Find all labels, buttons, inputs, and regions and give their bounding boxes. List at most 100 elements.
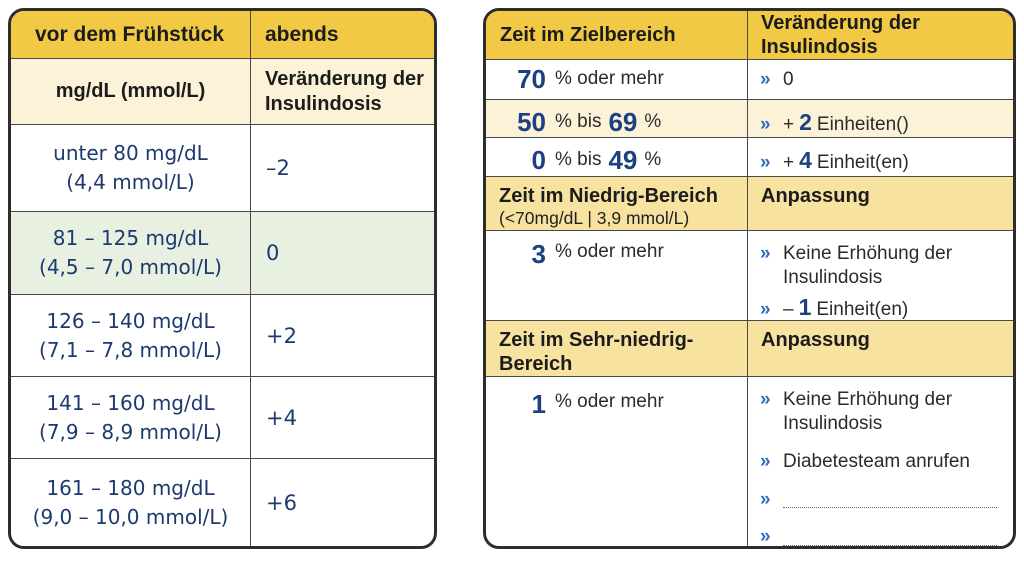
range-line1: 126 – 140 mg/dL	[46, 308, 215, 333]
low-range-section-header: Zeit im Niedrig-Bereich (<70mg/dL | 3,9 …	[486, 175, 1013, 230]
header-insulin-change: Veränderung der Insulindosis	[747, 11, 1013, 59]
double-chevron-icon: »	[760, 69, 771, 90]
action-text: Diabetesteam anrufen	[783, 450, 970, 472]
percent-value: 3	[531, 238, 546, 269]
dose-change-value: 0	[250, 212, 434, 294]
table-row-target-highlight: 81 – 125 mg/dL (4,5 – 7,0 mmol/L) 0	[11, 211, 434, 294]
range-line2: (4,4 mmol/L)	[66, 170, 195, 194]
double-chevron-icon: »	[760, 298, 771, 320]
tir-percentage: 50 % bis 69 %	[486, 100, 747, 144]
units-label: Einheit(en)	[816, 151, 909, 173]
action-entry: » Diabetesteam anrufen	[760, 450, 1005, 475]
header-zeit-im-zielbereich: Zeit im Zielbereich	[500, 24, 676, 46]
dose-change-value: –2	[250, 125, 434, 211]
action-entry: » +4 Einheit(en)	[760, 146, 1005, 176]
dose-action: » Keine Erhöhung der Insulindosis » –1 Ei…	[747, 230, 1013, 329]
double-chevron-icon: »	[760, 151, 771, 173]
tir-row-50-69: 50 % bis 69 % » +2 Einheiten()	[486, 98, 1013, 144]
tir-percentage: 0 % bis 49 %	[486, 138, 747, 182]
units-label: Einheit(en)	[816, 298, 909, 320]
percent-sign: %	[644, 110, 662, 132]
morning-glucose-table: vor dem Frühstück abends mg/dL (mmol/L) …	[8, 8, 437, 549]
tir-percentage: 3 % oder mehr	[486, 231, 747, 329]
percent-label: % oder mehr	[555, 240, 664, 262]
subheader-units: mg/dL (mmol/L)	[55, 80, 206, 102]
section-title: Zeit im Sehr-niedrig-Bereich	[499, 328, 694, 375]
units-label: Einheiten()	[816, 113, 909, 135]
action-entry-blank: »	[760, 525, 1005, 548]
table-row: 161 – 180 mg/dL (9,0 – 10,0 mmol/L) +6	[11, 458, 434, 546]
percent-label: % oder mehr	[555, 68, 664, 90]
plus-sign: +	[783, 113, 795, 135]
action-text: +4 Einheit(en)	[783, 146, 1005, 176]
tir-percentage: 70 % oder mehr	[486, 60, 747, 99]
tir-row-70: 70 % oder mehr » 0	[486, 59, 1013, 99]
time-in-range-table: Zeit im Zielbereich Veränderung der Insu…	[483, 8, 1016, 549]
action-entry: » Keine Erhöhung der Insulindosis	[760, 388, 1005, 437]
action-text: +2 Einheiten()	[783, 108, 1005, 138]
section-action-title-cell: Anpassung	[747, 176, 1013, 230]
range-line1: 161 – 180 mg/dL	[46, 475, 215, 500]
action-text: Keine Erhöhung der Insulindosis	[783, 388, 953, 435]
action-entry-blank: »	[760, 488, 1005, 513]
double-chevron-icon: »	[760, 242, 771, 264]
dose-change-value: +6	[250, 459, 434, 546]
low-range-row: 3 % oder mehr » Keine Erhöhung der Insul…	[486, 229, 1013, 329]
header-vor-dem-fruehstueck: vor dem Frühstück	[35, 22, 225, 46]
percent-value: 0	[531, 144, 546, 175]
percent-value-2: 49	[608, 144, 638, 175]
action-entry: » 0	[760, 68, 1005, 93]
table-row: unter 80 mg/dL (4,4 mmol/L) –2	[11, 124, 434, 211]
percent-value-2: 69	[608, 106, 638, 137]
dose-action: » +2 Einheiten()	[747, 99, 1013, 144]
double-chevron-icon: »	[760, 113, 771, 135]
section-title-cell: Zeit im Niedrig-Bereich (<70mg/dL | 3,9 …	[486, 177, 747, 230]
dose-change-value: +4	[250, 377, 434, 458]
header-abends: abends	[250, 11, 434, 58]
action-entry: » +2 Einheiten()	[760, 108, 1005, 138]
glucose-range: 141 – 160 mg/dL (7,9 – 8,9 mmol/L)	[11, 377, 250, 458]
action-entry: » Keine Erhöhung der Insulindosis	[760, 242, 1005, 291]
range-line1: 141 – 160 mg/dL	[46, 390, 215, 415]
percent-value: 1	[531, 388, 546, 419]
tir-row-0-49: 0 % bis 49 % » +4 Einheit(en)	[486, 136, 1013, 182]
double-chevron-icon: »	[760, 388, 771, 410]
plus-sign: +	[783, 151, 795, 173]
range-line1: 81 – 125 mg/dL	[52, 226, 209, 250]
glucose-range: 126 – 140 mg/dL (7,1 – 7,8 mmol/L)	[11, 295, 250, 376]
units-value: 4	[799, 146, 812, 173]
very-low-range-row: 1 % oder mehr » Keine Erhöhung der Insul…	[486, 375, 1013, 548]
anpassung-label: Anpassung	[761, 328, 870, 351]
dose-change-value: +2	[250, 295, 434, 376]
action-entry: » –1 Einheit(en)	[760, 293, 1005, 323]
minus-sign: –	[783, 298, 794, 320]
left-table-header-row: vor dem Frühstück abends	[11, 11, 434, 58]
section-action-title-cell: Anpassung	[747, 320, 1013, 376]
tir-percentage: 1 % oder mehr	[486, 377, 747, 546]
range-line1: unter 80 mg/dL	[53, 141, 208, 165]
double-chevron-icon: »	[760, 526, 771, 548]
dose-action: » +4 Einheit(en)	[747, 137, 1013, 182]
range-line2: (4,5 – 7,0 mmol/L)	[39, 255, 222, 279]
right-table-header-row: Zeit im Zielbereich Veränderung der Insu…	[486, 11, 1013, 59]
action-text: 0	[783, 69, 794, 90]
range-line2: (7,1 – 7,8 mmol/L)	[39, 337, 222, 362]
percent-value: 50	[517, 106, 546, 137]
percent-sign: %	[644, 148, 662, 170]
left-table-subheader-row: mg/dL (mmol/L) Veränderung der Insulindo…	[11, 58, 434, 124]
glucose-range: 161 – 180 mg/dL (9,0 – 10,0 mmol/L)	[11, 459, 250, 546]
glucose-range: unter 80 mg/dL (4,4 mmol/L)	[11, 125, 250, 211]
fill-in-blank-line	[783, 531, 997, 546]
units-value: 2	[799, 108, 812, 135]
action-text: Keine Erhöhung der Insulindosis	[783, 242, 953, 289]
glucose-range: 81 – 125 mg/dL (4,5 – 7,0 mmol/L)	[11, 212, 250, 294]
section-subtitle: (<70mg/dL | 3,9 mmol/L)	[499, 207, 690, 228]
action-text: –1 Einheit(en)	[783, 293, 1005, 323]
dose-action: » 0	[747, 60, 1013, 99]
percent-label: % oder mehr	[555, 390, 664, 412]
dose-action: » Keine Erhöhung der Insulindosis » Diab…	[747, 376, 1013, 548]
double-chevron-icon: »	[760, 488, 771, 510]
section-title-cell: Zeit im Sehr-niedrig-Bereich	[486, 321, 747, 376]
double-chevron-icon: »	[760, 450, 771, 472]
